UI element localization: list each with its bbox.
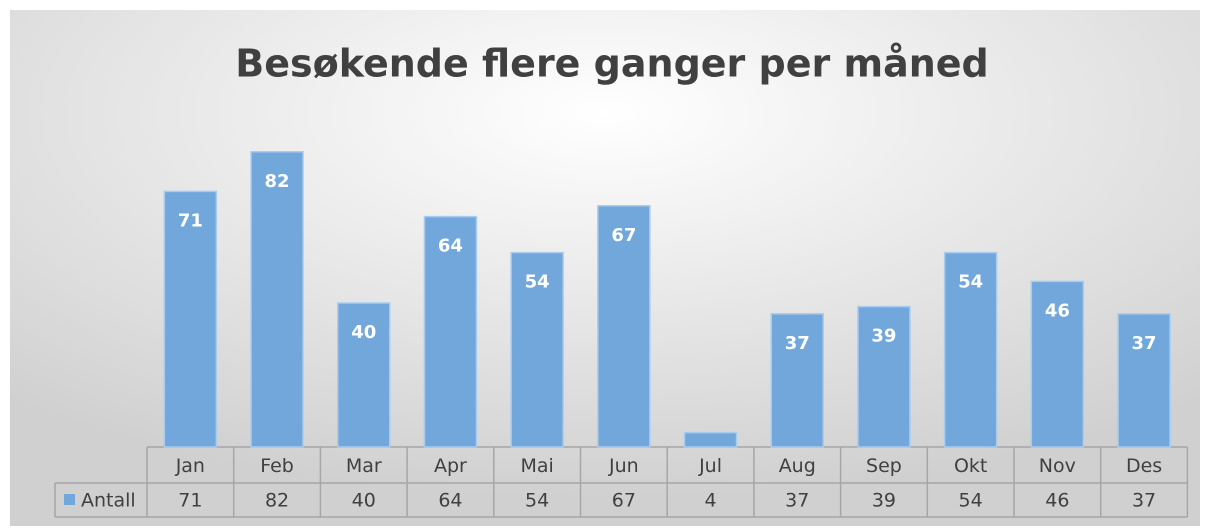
bar (943, 251, 998, 448)
x-tick-label: Mai (520, 455, 553, 477)
legend-swatch (64, 494, 75, 505)
data-label: 40 (351, 322, 376, 343)
bar (857, 305, 911, 448)
data-label: 37 (785, 333, 810, 354)
table-value: 64 (438, 490, 462, 512)
x-tick-label: Des (1126, 455, 1162, 477)
bar (1117, 313, 1171, 448)
table-value: 46 (1045, 490, 1069, 512)
x-tick-label: Aug (779, 455, 816, 477)
bar (510, 251, 564, 448)
bar (597, 205, 651, 448)
table-value: 54 (959, 490, 983, 512)
bar (1030, 280, 1085, 448)
bar (423, 215, 478, 448)
data-label: 37 (1132, 333, 1157, 354)
table-value: 54 (525, 490, 549, 512)
table-value: 39 (872, 490, 896, 512)
bar (163, 190, 218, 448)
x-tick-label: Jun (608, 455, 639, 477)
x-tick-label: Okt (954, 455, 987, 477)
table-value: 37 (785, 490, 809, 512)
x-tick-label: Apr (434, 455, 467, 477)
x-tick-label: Jul (698, 455, 722, 477)
x-tick-label: Feb (260, 455, 294, 477)
chart-title: Besøkende flere ganger per måned (235, 42, 988, 86)
data-label: 39 (871, 326, 896, 347)
x-tick-label: Sep (866, 455, 902, 477)
table-value: 4 (705, 490, 717, 512)
table-value: 40 (352, 490, 376, 512)
table-value: 37 (1132, 490, 1156, 512)
data-label: 64 (438, 236, 463, 257)
bar (337, 302, 391, 448)
x-tick-label: Mar (346, 455, 382, 477)
bar (683, 431, 738, 448)
table-value: 82 (265, 490, 289, 512)
table-value: 67 (612, 490, 636, 512)
data-label: 54 (525, 272, 550, 293)
bar (770, 313, 824, 448)
data-label: 54 (958, 272, 983, 293)
legend-label: Antall (81, 490, 136, 512)
data-label: 71 (178, 210, 203, 231)
data-label: 46 (1045, 300, 1070, 321)
data-label: 82 (265, 171, 290, 192)
x-tick-label: Jan (175, 455, 205, 477)
data-label: 67 (611, 225, 636, 246)
x-tick-label: Nov (1039, 455, 1076, 477)
bar (250, 151, 304, 448)
table-value: 71 (178, 490, 202, 512)
